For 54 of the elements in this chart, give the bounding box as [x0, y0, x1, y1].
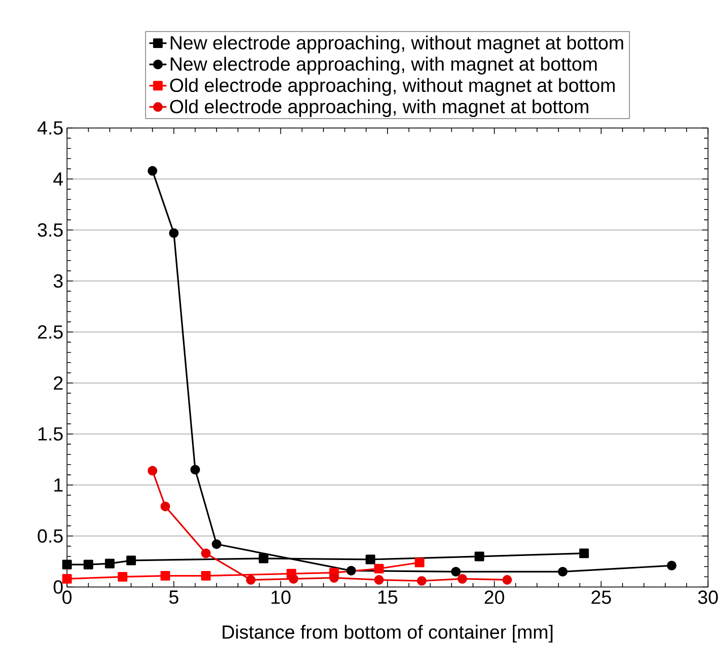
y-tick-label: 0.5 — [38, 529, 63, 543]
point — [148, 166, 158, 176]
point — [160, 570, 170, 581]
point — [579, 548, 589, 558]
x-tick-label: 20 — [484, 590, 504, 604]
point — [374, 575, 384, 585]
x-tick-label: 5 — [169, 590, 178, 604]
y-tick-label: 4 — [53, 172, 63, 186]
point — [148, 466, 158, 476]
x-tick-label: 10 — [272, 590, 290, 604]
y-tick-label: 2 — [54, 376, 63, 390]
point — [558, 566, 568, 576]
x-tick-label: 0 — [62, 590, 72, 604]
x-tick-label: 25 — [592, 590, 611, 604]
y-tick-label: 3 — [54, 274, 63, 288]
x-axis-title: Distance from bottom of container [mm] — [222, 624, 552, 643]
point — [457, 574, 468, 584]
point — [416, 576, 426, 586]
point — [502, 575, 512, 585]
legend-label: New electrode approaching, without magnet at bottom — [170, 36, 624, 54]
y-tick-label: 0 — [54, 580, 63, 594]
point — [346, 566, 356, 576]
point — [160, 502, 170, 512]
point — [451, 566, 461, 576]
legend-label: Old electrode approaching, with magnet at bottom — [170, 99, 588, 118]
y-tick-label: 3.5 — [38, 223, 63, 237]
point — [201, 548, 211, 558]
point — [666, 560, 676, 570]
point — [190, 464, 200, 474]
y-tick-label: 1 — [54, 478, 63, 492]
point — [62, 560, 72, 570]
point — [104, 558, 115, 568]
x-tick-label: 15 — [378, 590, 398, 604]
point — [84, 560, 94, 570]
point — [246, 575, 256, 585]
y-tick-label: 1.5 — [38, 427, 63, 441]
point — [126, 556, 136, 566]
point — [201, 570, 211, 581]
point — [288, 574, 298, 584]
point — [414, 558, 424, 568]
point — [118, 572, 128, 582]
legend-label: Old electrode approaching, without magnet at bottom — [170, 78, 615, 96]
point — [374, 564, 384, 574]
x-tick-label: 30 — [698, 590, 718, 604]
point — [366, 554, 376, 564]
point — [329, 573, 339, 583]
point — [212, 539, 222, 549]
point — [474, 552, 484, 562]
point — [169, 228, 179, 238]
legend-label: New electrode approaching, with magnet at bottom — [170, 56, 597, 75]
point — [258, 554, 268, 564]
y-tick-label: 2.5 — [38, 325, 63, 339]
point — [62, 574, 72, 584]
y-tick-label: 4.5 — [38, 121, 63, 135]
